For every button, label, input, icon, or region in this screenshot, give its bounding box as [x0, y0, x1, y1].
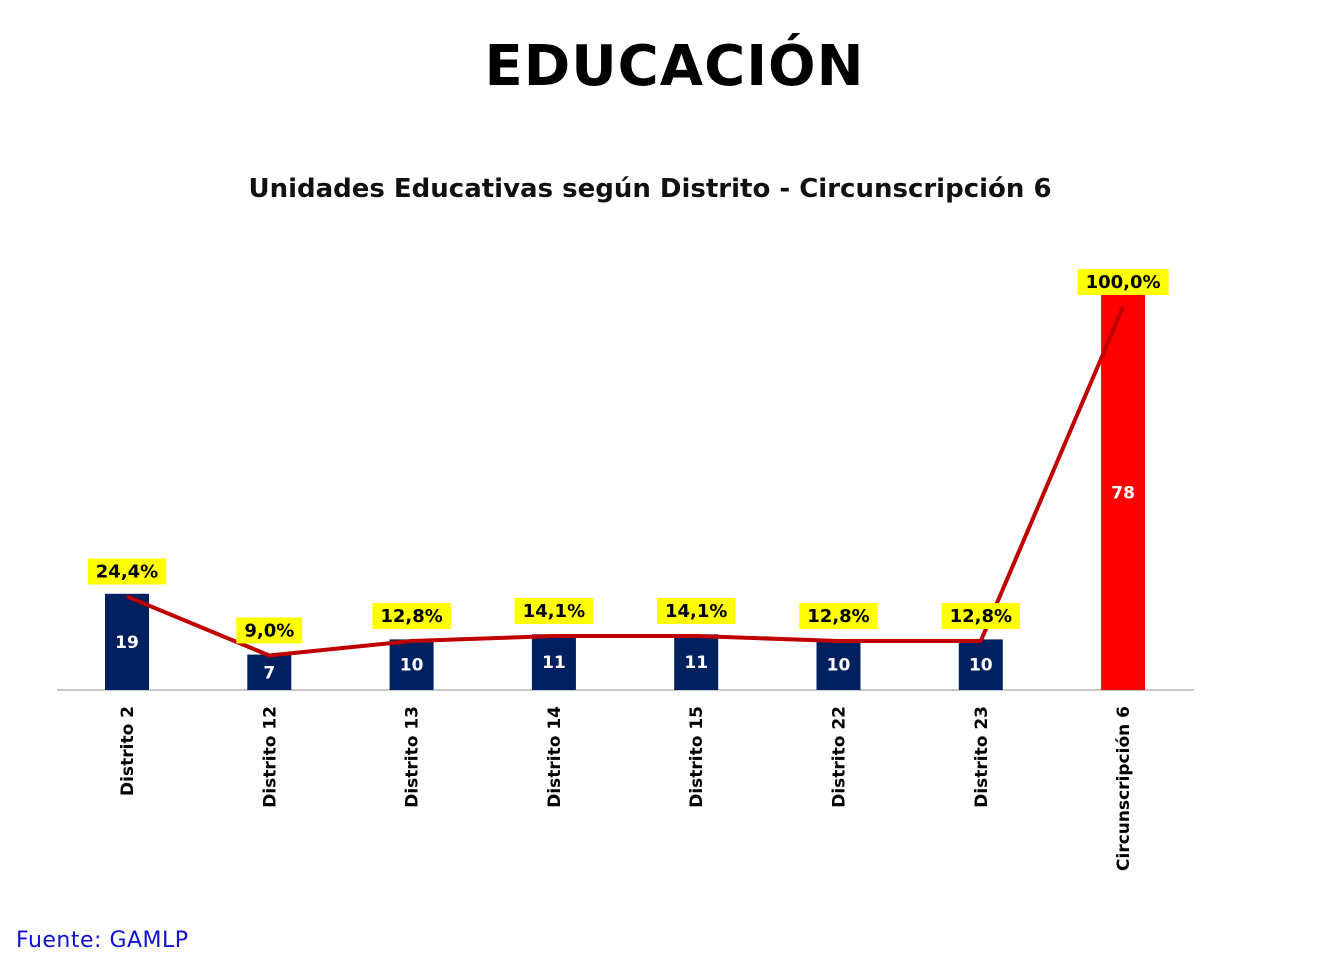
bar-value-label: 19: [115, 633, 139, 653]
category-axis: Distrito 2 Distrito 12 Distrito 13 Distrito…: [118, 706, 1134, 871]
category-label: Distrito 12: [260, 706, 280, 808]
percentage-label: 100,0%: [1086, 272, 1161, 293]
percentage-label: 12,8%: [807, 606, 869, 627]
labels-layer: 24,4% 9,0% 12,8% 14,1% 14,1% 12,8% 12,8% 100,0%: [87, 269, 1169, 644]
bar: [531, 634, 576, 690]
percentage-label-background: [941, 603, 1021, 629]
bar: [958, 639, 1003, 690]
percentage-label: 12,8%: [950, 606, 1012, 627]
percentage-label-background: [87, 558, 167, 585]
category-label: Distrito 22: [830, 706, 850, 808]
percentage-label-background: [372, 603, 451, 629]
percentage-label-background: [236, 617, 303, 644]
bar-value-label: 11: [684, 653, 708, 673]
category-label: Distrito 23: [972, 706, 992, 808]
category-label: Distrito 2: [118, 706, 138, 796]
category-label: Distrito 13: [403, 706, 423, 808]
percentage-label: 12,8%: [380, 606, 442, 627]
bar: [105, 593, 149, 690]
source-note: Fuente: GAMLP: [16, 928, 189, 953]
bar: [1101, 295, 1146, 690]
percentage-label-background: [799, 603, 878, 629]
percentage-label: 14,1%: [665, 601, 727, 622]
bar: [389, 639, 434, 690]
bar-value-label: 7: [263, 663, 275, 683]
chart-title: Unidades Educativas según Distrito - Cir…: [248, 174, 1051, 204]
percentage-label: 14,1%: [523, 601, 585, 622]
bar-value-label: 10: [969, 656, 993, 676]
bar-value-label: 10: [827, 656, 851, 676]
bar: [816, 639, 861, 690]
percentage-label-background: [514, 598, 594, 624]
category-label: Circunscripción 6: [1114, 706, 1134, 871]
category-label: Distrito 15: [687, 706, 707, 808]
bar: [247, 654, 292, 690]
percentage-label: 24,4%: [96, 562, 158, 583]
percentage-label: 9,0%: [244, 621, 294, 642]
percentage-label-background: [1077, 269, 1169, 295]
bar-value-label: 10: [400, 656, 424, 676]
percentage-line: [126, 306, 1125, 658]
bars-layer: 19 7 10 11 11 10 10 78: [105, 295, 1146, 690]
line-layer: [126, 306, 1125, 658]
bar-value-label: 78: [1111, 484, 1135, 504]
percentage-label-background: [657, 598, 736, 624]
bar: [674, 634, 719, 690]
bar-value-label: 11: [542, 653, 566, 673]
page-title: EDUCACIÓN: [484, 34, 865, 99]
category-label: Distrito 14: [545, 706, 565, 808]
